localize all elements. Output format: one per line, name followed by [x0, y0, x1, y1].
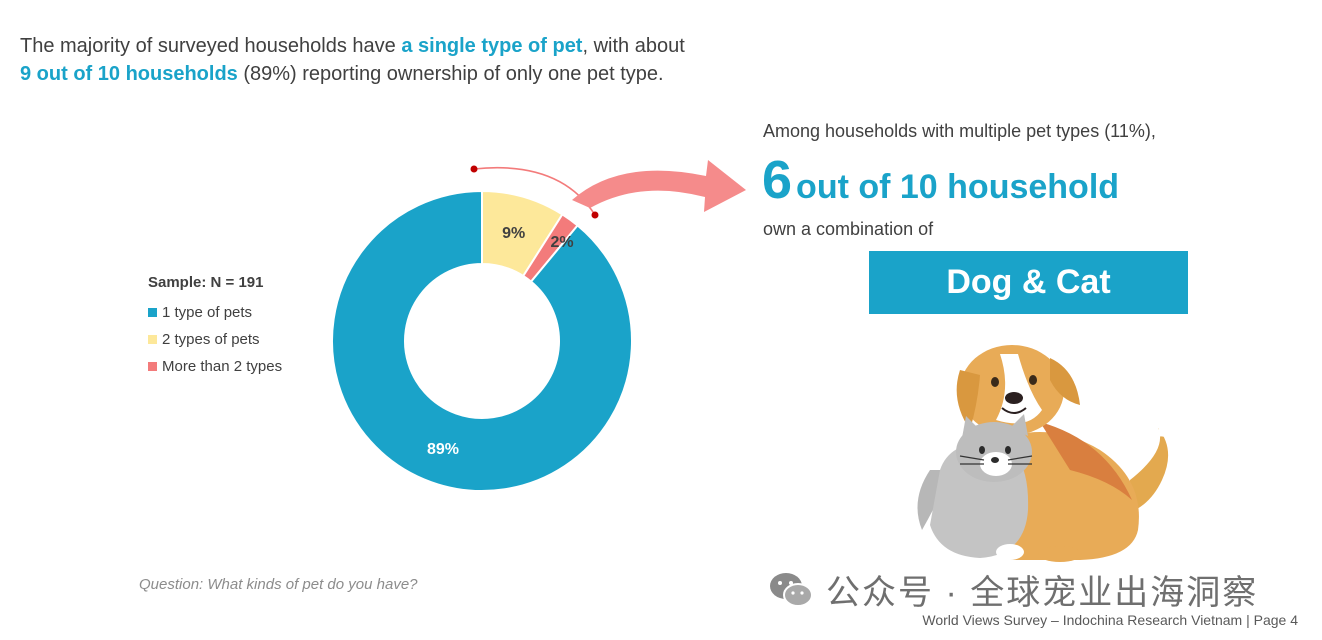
legend-item: 1 type of pets: [148, 299, 282, 326]
combination-label: own a combination of: [763, 219, 934, 239]
slice-data-label: 89%: [427, 441, 459, 458]
big-stat-text: out of 10 household: [796, 168, 1120, 206]
legend-item: 2 types of pets: [148, 326, 282, 353]
dog-and-cat-illustration: [917, 345, 1170, 562]
slice-data-label: 2%: [550, 234, 573, 251]
legend-label: 2 types of pets: [162, 331, 260, 348]
dog-cat-badge: Dog & Cat: [869, 251, 1188, 314]
intro-part-1: The majority of surveyed households have: [20, 35, 402, 57]
six-of-ten-stat: 6 out of 10 household: [762, 150, 1119, 217]
legend-item: More than 2 types: [148, 353, 282, 380]
legend-swatch: [148, 362, 157, 371]
intro-part-2: , with about: [582, 35, 685, 57]
watermark: 公众号 · 全球宠业出海洞察: [768, 565, 1258, 614]
intro-highlight-nine-of-ten: 9 out of 10 households: [20, 63, 238, 85]
callout-dot-start: [470, 165, 478, 173]
wechat-icon: [768, 571, 814, 609]
survey-question: Question: What kinds of pet do you have?: [139, 576, 418, 593]
slice-data-label: 9%: [502, 225, 525, 242]
curved-arrow-icon: [572, 160, 746, 212]
legend-swatch: [148, 335, 157, 344]
big-number: 6: [762, 150, 793, 210]
legend-label: 1 type of pets: [162, 304, 253, 321]
dog-cat-text: Dog & Cat: [946, 263, 1111, 301]
legend-swatch: [148, 308, 157, 317]
sample-size: Sample: N = 191: [148, 274, 264, 291]
page-footer: World Views Survey – Indochina Research …: [922, 612, 1298, 628]
intro-part-3: (89%) reporting ownership of only one pe…: [237, 63, 664, 85]
intro-text: The majority of surveyed households have…: [20, 32, 700, 88]
donut-slice: [331, 189, 633, 492]
watermark-text: 公众号 · 全球宠业出海洞察: [826, 574, 1259, 612]
intro-highlight-single-type: a single type of pet: [401, 35, 583, 57]
legend-label: More than 2 types: [162, 358, 283, 375]
chart-legend: Sample: N = 191 1 type of pets 2 types o…: [148, 274, 282, 380]
callout-dot-end: [591, 211, 599, 219]
multi-pet-intro: Among households with multiple pet types…: [763, 121, 1156, 141]
